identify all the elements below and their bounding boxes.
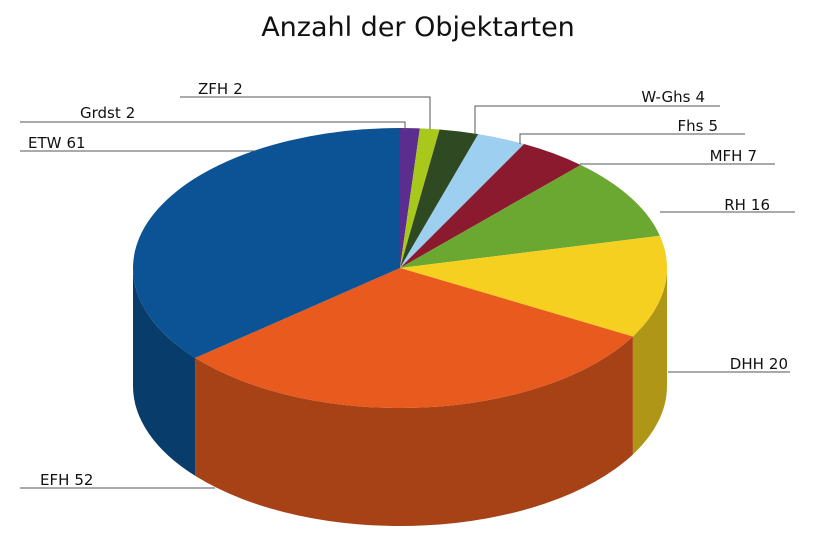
- slice-value: 20: [769, 355, 788, 373]
- pie-slice: [400, 129, 479, 268]
- pie-slice: [400, 144, 581, 268]
- leader-line: [20, 121, 406, 131]
- slice-category: RH: [724, 196, 746, 214]
- pie-slice: [132, 127, 400, 358]
- pie-slice: [195, 268, 633, 408]
- slice-label: RH 16: [724, 196, 770, 214]
- slice-category: EFH: [40, 471, 69, 489]
- pie-slice: [400, 164, 660, 268]
- slice-label: ZFH 2: [198, 80, 243, 98]
- pie-slice: [400, 128, 420, 268]
- slice-category: MFH: [710, 147, 743, 165]
- slice-category: ETW: [28, 134, 62, 152]
- slice-value: 61: [66, 134, 85, 152]
- leader-line: [519, 133, 745, 144]
- slice-value: 2: [233, 80, 243, 98]
- slice-value: 7: [747, 147, 757, 165]
- pie-side: [133, 268, 196, 476]
- slice-value: 16: [751, 196, 770, 214]
- pie-side: [632, 268, 668, 455]
- slice-value: 52: [74, 471, 93, 489]
- pie-slice: [400, 134, 525, 268]
- slice-label: EFH 52: [40, 471, 93, 489]
- chart-title: Anzahl der Objektarten: [261, 12, 575, 43]
- slice-label: MFH 7: [710, 147, 757, 165]
- slice-label: ETW 61: [28, 134, 86, 152]
- slice-label: Grdst 2: [80, 104, 135, 122]
- slice-value: 2: [126, 104, 136, 122]
- slice-label: Fhs 5: [678, 117, 719, 135]
- slice-category: Fhs: [678, 117, 704, 135]
- slice-label: W-Ghs 4: [641, 88, 705, 106]
- slice-value: 5: [708, 117, 718, 135]
- slice-category: W-Ghs: [641, 88, 690, 106]
- leader-line: [474, 105, 720, 136]
- slice-value: 4: [695, 88, 705, 106]
- pie-slice: [400, 235, 667, 337]
- leader-line: [180, 96, 431, 129]
- slice-category: DHH: [730, 355, 764, 373]
- pie-side: [195, 336, 633, 526]
- slice-label: DHH 20: [730, 355, 788, 373]
- slice-category: ZFH: [198, 80, 228, 98]
- pie-slice: [400, 128, 440, 268]
- slice-category: Grdst: [80, 104, 121, 122]
